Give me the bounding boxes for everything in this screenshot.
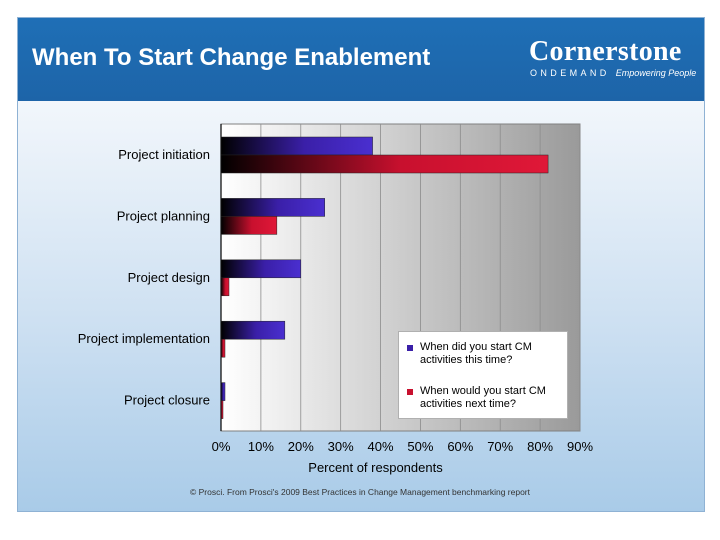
header-bar: When To Start Change Enablement Cornerst… bbox=[18, 18, 704, 101]
x-tick-label: 20% bbox=[288, 439, 314, 454]
x-tick-label: 80% bbox=[527, 439, 553, 454]
x-tick-label: 70% bbox=[487, 439, 513, 454]
x-tick-label: 90% bbox=[567, 439, 593, 454]
slide-title: When To Start Change Enablement bbox=[32, 44, 431, 71]
legend-label-series1: When did you start CM activities this ti… bbox=[420, 341, 532, 366]
bar-series2 bbox=[220, 154, 549, 174]
x-tick-label: 40% bbox=[368, 439, 394, 454]
category-label: Project closure bbox=[124, 393, 210, 408]
logo-ondemand: ONDEMAND bbox=[530, 68, 610, 78]
bar-series2 bbox=[220, 338, 226, 358]
logo-subline: ONDEMAND Empowering People bbox=[530, 68, 696, 78]
bar-series2 bbox=[220, 277, 230, 297]
x-tick-label: 50% bbox=[407, 439, 433, 454]
bar-series1 bbox=[220, 382, 226, 401]
logo-tagline: Empowering People bbox=[615, 68, 697, 78]
bar-series2 bbox=[220, 400, 224, 419]
footer-source: © Prosci. From Prosci's 2009 Best Practi… bbox=[189, 487, 530, 497]
cornerstone-logo: Cornerstone bbox=[529, 36, 682, 67]
x-tick-label: 0% bbox=[212, 439, 231, 454]
category-label: Project implementation bbox=[78, 331, 210, 346]
x-tick-label: 30% bbox=[328, 439, 354, 454]
chart-legend: When did you start CM activities this ti… bbox=[398, 331, 568, 419]
legend-label-series2: When would you start CM activities next … bbox=[420, 385, 546, 410]
bar-series2 bbox=[220, 216, 278, 235]
legend-swatch-series1 bbox=[407, 345, 413, 351]
category-label: Project design bbox=[128, 270, 210, 285]
bar-series1 bbox=[220, 198, 325, 217]
category-label: Project initiation bbox=[118, 147, 210, 162]
category-label: Project planning bbox=[117, 208, 210, 223]
x-tick-label: 60% bbox=[447, 439, 473, 454]
bar-series1 bbox=[220, 320, 286, 340]
x-axis-label: Percent of respondents bbox=[308, 460, 443, 475]
legend-swatch-series2 bbox=[407, 389, 413, 395]
bar-series1 bbox=[220, 136, 373, 156]
bar-series1 bbox=[220, 259, 302, 279]
x-tick-label: 10% bbox=[248, 439, 274, 454]
